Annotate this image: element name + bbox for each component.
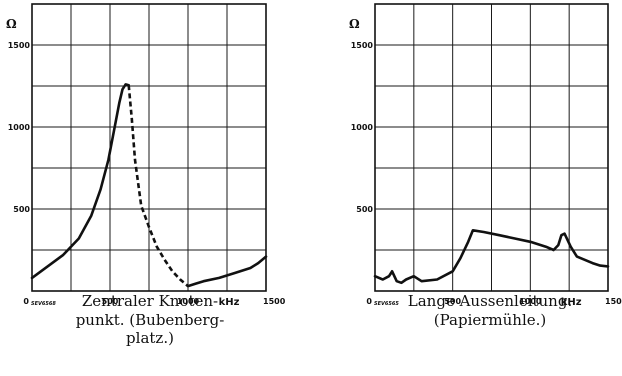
x-ticks-left: 500 1000 1500	[102, 297, 286, 306]
x-tick-label-right: 1000	[519, 297, 542, 306]
x-unit-left: kHz	[219, 297, 240, 308]
x-tick-label-right: 500	[444, 297, 461, 306]
caption-right-line-2: (Papiermühle.)	[434, 311, 547, 329]
x-tick-label-left: 500	[102, 297, 119, 306]
y-tick-label-right: 500	[356, 205, 373, 214]
figure-code-right: SEV6565	[374, 301, 399, 307]
impedance-curve-left-segment-1	[30, 83, 130, 280]
y-tick-label-left: 1500	[8, 41, 31, 50]
y-unit-right: Ω	[349, 17, 360, 31]
x-tick-label-left: 1000	[177, 297, 200, 306]
figure-code-left: SEV6568	[31, 301, 56, 307]
y-ticks-right: 500 1000 1500	[351, 41, 374, 214]
grid-right	[375, 4, 608, 291]
y-tick-label-left: 1000	[8, 123, 31, 132]
caption-left-line-1: Zentraler Knoten-	[82, 292, 218, 310]
x-unit-right: kHz	[561, 297, 582, 308]
y-ticks-left: 500 1000 1500	[8, 41, 31, 214]
y-tick-label-left: 500	[13, 205, 30, 214]
x-tick-label-right: 1500	[605, 297, 622, 306]
y-unit-left: Ω	[6, 17, 17, 31]
caption-right-line-1: Lange Aussenleitung.	[408, 292, 572, 310]
plot-frame-left	[31, 3, 267, 292]
curves-left	[30, 83, 268, 288]
impedance-curve-right-segment-1	[373, 229, 610, 285]
caption-left: Zentraler Knoten- punkt. (Bubenberg- pla…	[76, 292, 225, 347]
curves-right	[373, 229, 610, 285]
grid-left	[32, 4, 266, 291]
impedance-curve-left-segment-3	[186, 255, 268, 288]
origin-label-right: 0	[366, 297, 372, 306]
x-tick-label-left: 1500	[263, 297, 286, 306]
caption-right: Lange Aussenleitung. (Papiermühle.)	[408, 292, 572, 329]
origin-label-left: 0	[23, 297, 29, 306]
y-tick-label-right: 1000	[351, 123, 374, 132]
caption-left-line-2: punkt. (Bubenberg-	[76, 311, 225, 329]
y-tick-label-right: 1500	[351, 41, 374, 50]
caption-left-line-3: platz.)	[126, 329, 174, 347]
x-ticks-right: 500 1000 1500	[444, 297, 622, 306]
impedance-curve-left-segment-2	[127, 85, 189, 288]
plot-frame-right	[374, 3, 609, 292]
